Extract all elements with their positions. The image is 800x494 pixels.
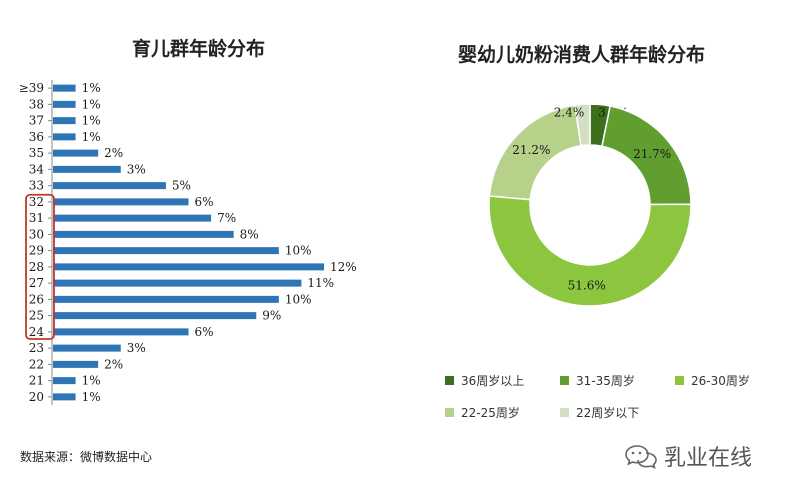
category-label: 25 — [29, 309, 44, 323]
watermark-text: 乳业在线 — [664, 446, 753, 471]
value-label: 12% — [330, 260, 357, 274]
bar — [53, 84, 76, 92]
slice-value-label: 51.6% — [568, 278, 606, 292]
slice-value-label: 2.4% — [554, 105, 585, 119]
legend-swatch — [675, 376, 684, 385]
category-label: 34 — [29, 162, 45, 176]
value-label: 11% — [307, 276, 334, 290]
donut-slice — [574, 105, 591, 147]
legend-item: 36周岁以上 — [445, 372, 524, 389]
value-label: 6% — [195, 325, 214, 339]
bar — [53, 214, 212, 222]
category-label: 24 — [29, 325, 45, 339]
bar — [53, 198, 189, 206]
bar — [53, 312, 257, 320]
category-label: ≥39 — [19, 81, 44, 95]
donut-slice — [488, 195, 692, 307]
slice-value-label: 21.2% — [512, 143, 550, 157]
value-label: 8% — [240, 227, 259, 241]
legend-item: 22-25周岁 — [445, 404, 520, 421]
value-label: 2% — [104, 146, 123, 160]
legend-label: 22-25周岁 — [461, 406, 520, 420]
value-label: 1% — [82, 390, 101, 404]
data-source-note: 数据来源：微博数据中心 — [20, 450, 153, 464]
legend-item: 26-30周岁 — [675, 372, 750, 389]
category-label: 33 — [29, 179, 44, 193]
donut-chart-title: 婴幼儿奶粉消费人群年龄分布 — [458, 44, 706, 66]
bar — [53, 165, 121, 173]
category-label: 31 — [29, 211, 44, 225]
value-label: 10% — [285, 244, 312, 258]
bar — [53, 247, 279, 255]
category-label: 26 — [29, 292, 44, 306]
donut-legend: 36周岁以上 31-35周岁 26-30周岁 22-25周岁 22周岁以下 — [445, 372, 785, 422]
value-label: 6% — [195, 195, 214, 209]
value-label: 1% — [82, 374, 101, 388]
bar — [53, 393, 76, 401]
bar-chart-title: 育儿群年龄分布 — [132, 38, 266, 60]
category-label: 32 — [29, 195, 44, 209]
legend-swatch — [445, 376, 454, 385]
bar — [53, 100, 76, 108]
legend-item: 22周岁以下 — [560, 404, 639, 421]
bar — [53, 344, 121, 352]
category-label: 21 — [29, 374, 44, 388]
category-label: 29 — [29, 244, 44, 258]
value-label: 5% — [172, 179, 191, 193]
legend-swatch — [445, 408, 454, 417]
value-label: 1% — [82, 81, 101, 95]
legend-label: 31-35周岁 — [576, 374, 635, 388]
category-label: 22 — [29, 357, 44, 371]
category-label: 35 — [29, 146, 44, 160]
watermark: 乳业在线 — [624, 440, 752, 472]
category-label: 23 — [29, 341, 44, 355]
category-label: 28 — [29, 260, 44, 274]
bar — [53, 328, 189, 336]
age-bar-chart: ≥39 1% 38 1% 37 1% 36 1% 35 2% 34 3% 33 5% 32 6% 31 7% 30 8… — [19, 80, 357, 405]
bar — [53, 295, 279, 303]
bar — [53, 149, 99, 157]
category-label: 30 — [29, 227, 44, 241]
value-label: 2% — [104, 357, 123, 371]
value-label: 3% — [127, 162, 146, 176]
value-label: 1% — [82, 97, 101, 111]
category-label: 36 — [29, 130, 44, 144]
value-label: 3% — [127, 341, 146, 355]
value-label: 1% — [82, 114, 101, 128]
bar — [53, 230, 234, 238]
bar — [53, 133, 76, 141]
legend-label: 22周岁以下 — [576, 406, 640, 420]
bar — [53, 117, 76, 125]
category-label: 27 — [29, 276, 44, 290]
age-donut-chart: 3.2%21.7%51.6%21.2%2.4% — [488, 105, 692, 307]
legend-item: 31-35周岁 — [560, 372, 635, 389]
category-label: 20 — [29, 390, 44, 404]
value-label: 10% — [285, 292, 312, 306]
category-label: 37 — [29, 114, 44, 128]
value-label: 7% — [217, 211, 236, 225]
category-label: 38 — [29, 97, 44, 111]
bar — [53, 377, 76, 385]
highlight-box — [25, 193, 55, 340]
bar — [53, 263, 324, 271]
slice-value-label: 21.7% — [633, 147, 671, 161]
legend-swatch — [560, 408, 569, 417]
legend-label: 36周岁以上 — [461, 374, 525, 388]
legend-label: 26-30周岁 — [691, 374, 750, 388]
bar — [53, 182, 166, 190]
wechat-icon — [625, 445, 657, 469]
legend-swatch — [560, 376, 569, 385]
value-label: 9% — [262, 309, 281, 323]
bar — [53, 360, 99, 368]
bar — [53, 279, 302, 287]
value-label: 1% — [82, 130, 101, 144]
